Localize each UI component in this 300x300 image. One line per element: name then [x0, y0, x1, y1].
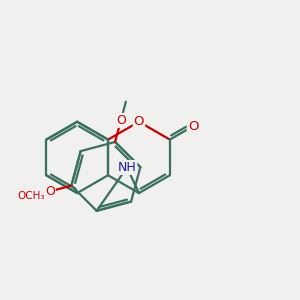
Text: O: O — [45, 185, 55, 198]
Text: NH: NH — [118, 161, 136, 174]
Text: O: O — [134, 115, 144, 128]
Text: O: O — [188, 120, 198, 133]
Text: OCH₃: OCH₃ — [17, 191, 45, 201]
Text: O: O — [116, 114, 126, 127]
